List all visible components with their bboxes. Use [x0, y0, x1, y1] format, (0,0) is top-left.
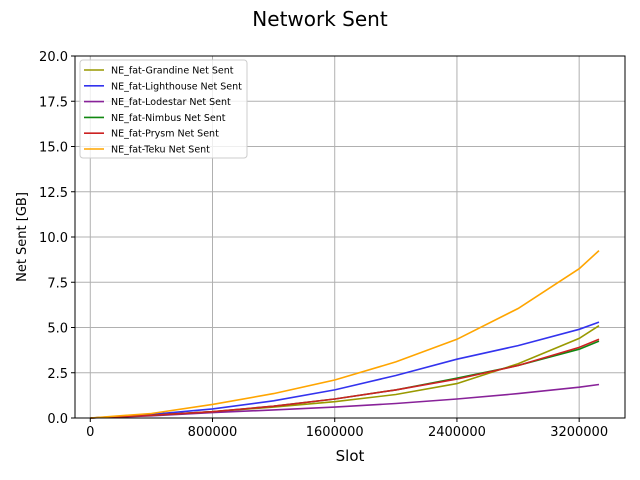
y-axis-ticks: 0.0 2.5 5.0 7.5 10.0 12.5 15.0 17.5 20.0	[39, 50, 75, 427]
legend: NE_fat-Grandine Net Sent NE_fat-Lighthous…	[79, 59, 248, 159]
series-line-1	[90, 321, 600, 419]
y-tick-label-1: 2.5	[47, 367, 68, 382]
legend-label-1: NE_fat-Lighthouse Net Sent	[111, 81, 242, 92]
x-tick-label-4: 3200000	[550, 425, 608, 440]
y-tick-label-7: 17.5	[39, 95, 68, 110]
series-line-4	[90, 338, 600, 419]
legend-label-0: NE_fat-Grandine Net Sent	[111, 66, 234, 77]
legend-label-4: NE_fat-Prysm Net Sent	[111, 129, 219, 140]
series-lines	[90, 250, 600, 419]
chart-title: Network Sent	[252, 7, 388, 31]
x-tick-label-1: 800000	[188, 425, 238, 440]
x-axis-ticks: 0 800000 1600000 2400000 3200000	[86, 418, 608, 440]
y-tick-label-3: 7.5	[47, 276, 68, 291]
y-tick-label-8: 20.0	[39, 50, 68, 65]
y-tick-label-5: 12.5	[39, 186, 68, 201]
y-tick-label-0: 0.0	[47, 412, 68, 427]
legend-label-3: NE_fat-Nimbus Net Sent	[111, 113, 226, 124]
legend-label-5: NE_fat-Teku Net Sent	[111, 145, 210, 156]
legend-frame	[79, 59, 248, 159]
legend-label-2: NE_fat-Lodestar Net Sent	[111, 97, 231, 108]
x-axis-label: Slot	[336, 447, 365, 465]
series-line-5	[90, 250, 600, 419]
y-tick-label-2: 5.0	[47, 322, 68, 337]
y-axis-label: Net Sent [GB]	[15, 192, 30, 282]
x-tick-label-0: 0	[86, 425, 94, 440]
y-tick-label-6: 15.0	[39, 141, 68, 156]
y-tick-label-4: 10.0	[39, 231, 68, 246]
x-tick-label-2: 1600000	[306, 425, 364, 440]
x-tick-label-3: 2400000	[428, 425, 486, 440]
